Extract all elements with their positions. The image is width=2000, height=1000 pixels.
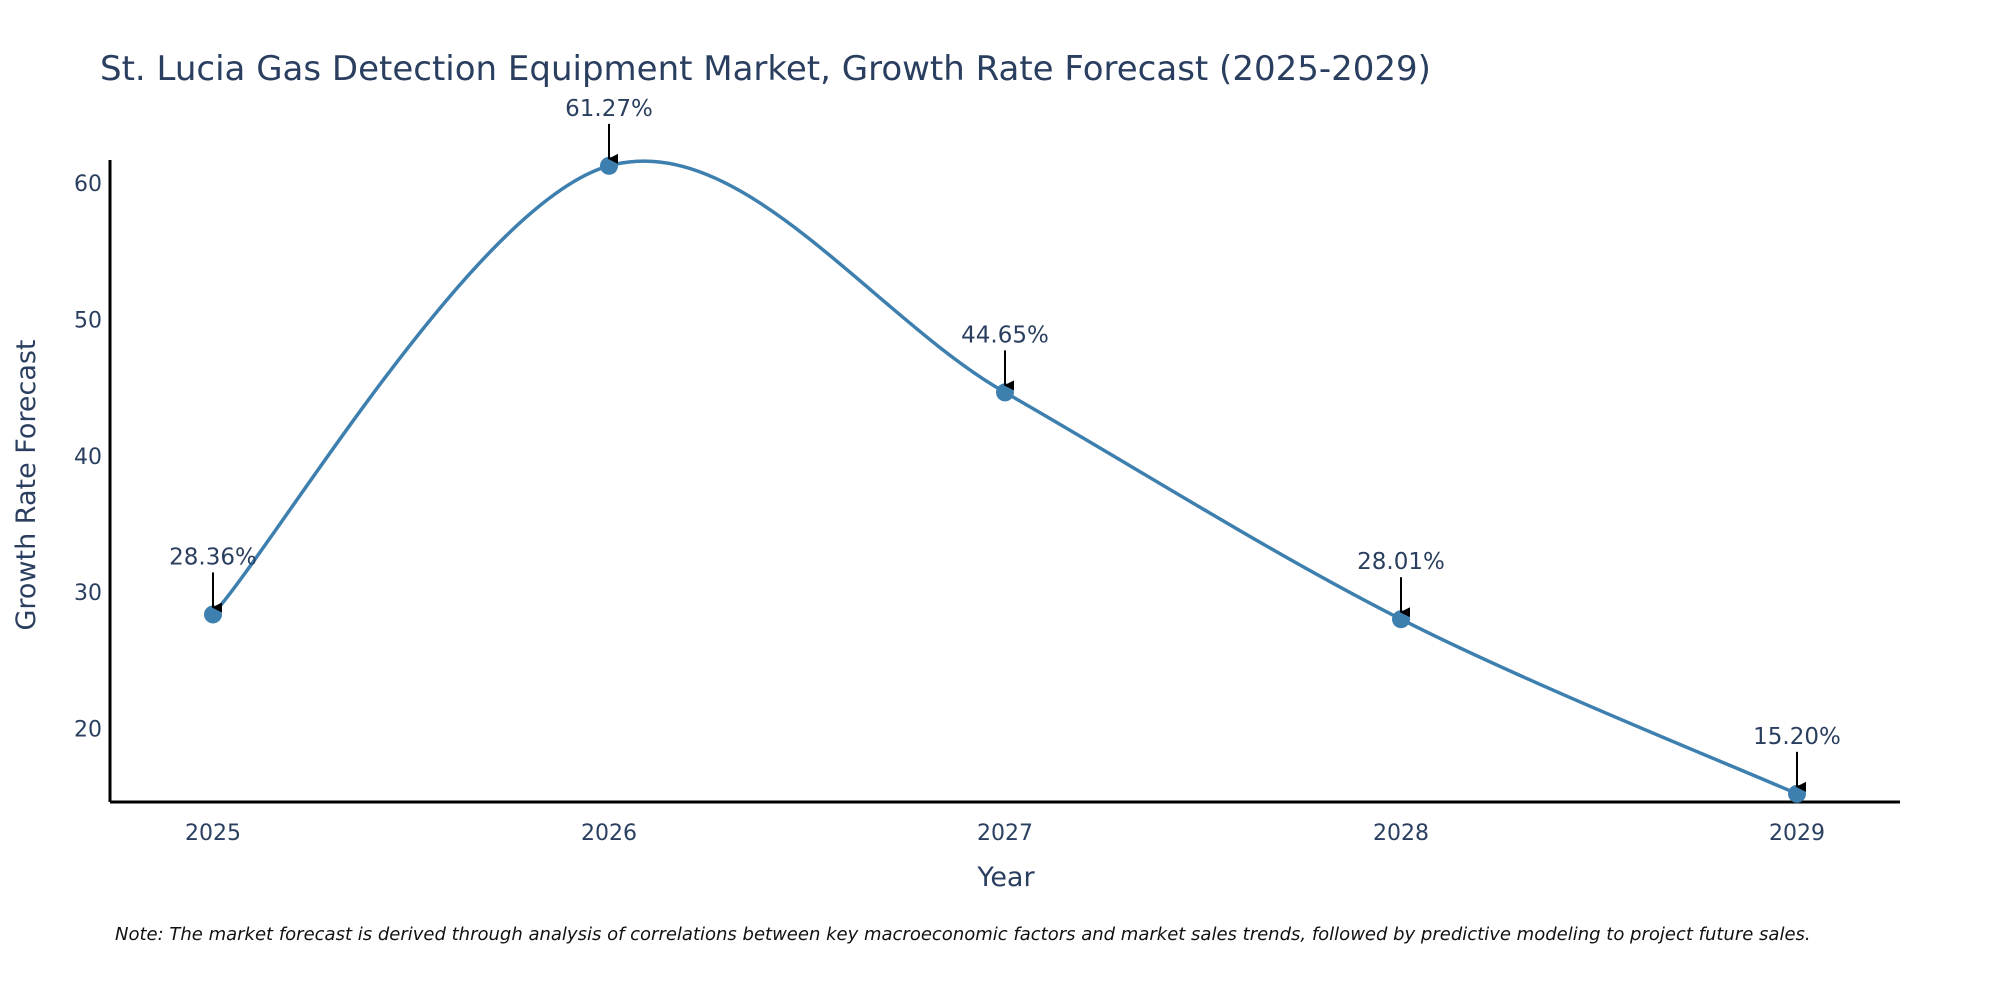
y-tick-label: 50 bbox=[74, 308, 102, 333]
data-label: 61.27% bbox=[565, 96, 653, 122]
data-label: 15.20% bbox=[1753, 724, 1841, 750]
data-label: 28.01% bbox=[1357, 549, 1445, 575]
chart-title: St. Lucia Gas Detection Equipment Market… bbox=[100, 49, 1431, 89]
x-tick-label: 2028 bbox=[1373, 821, 1429, 846]
y-axis-ticks: 20 30 40 50 60 bbox=[74, 172, 102, 742]
x-tick-label: 2029 bbox=[1769, 821, 1825, 846]
y-tick-label: 40 bbox=[74, 445, 102, 470]
data-label: 28.36% bbox=[169, 544, 257, 570]
data-point bbox=[996, 383, 1014, 402]
x-axis-ticks: 2025 2026 2027 2028 2029 bbox=[185, 821, 1825, 846]
x-tick-label: 2027 bbox=[977, 821, 1033, 846]
series-line bbox=[211, 159, 1798, 796]
data-points bbox=[204, 156, 1806, 803]
y-tick-label: 20 bbox=[74, 717, 102, 742]
y-axis-title: Growth Rate Forecast bbox=[11, 339, 42, 630]
y-tick-label: 30 bbox=[74, 581, 102, 606]
data-label: 44.65% bbox=[961, 322, 1049, 348]
footnote: Note: The market forecast is derived thr… bbox=[115, 924, 1811, 945]
data-point bbox=[204, 605, 222, 624]
data-point bbox=[600, 156, 618, 175]
data-point bbox=[1788, 784, 1806, 803]
x-axis-title: Year bbox=[976, 862, 1035, 893]
data-point bbox=[1392, 610, 1410, 629]
x-tick-label: 2025 bbox=[185, 821, 241, 846]
data-labels: 28.36% 61.27% 44.65% 28.01% 15.20% bbox=[169, 96, 1841, 792]
x-tick-label: 2026 bbox=[581, 821, 637, 846]
y-tick-label: 60 bbox=[74, 172, 102, 197]
